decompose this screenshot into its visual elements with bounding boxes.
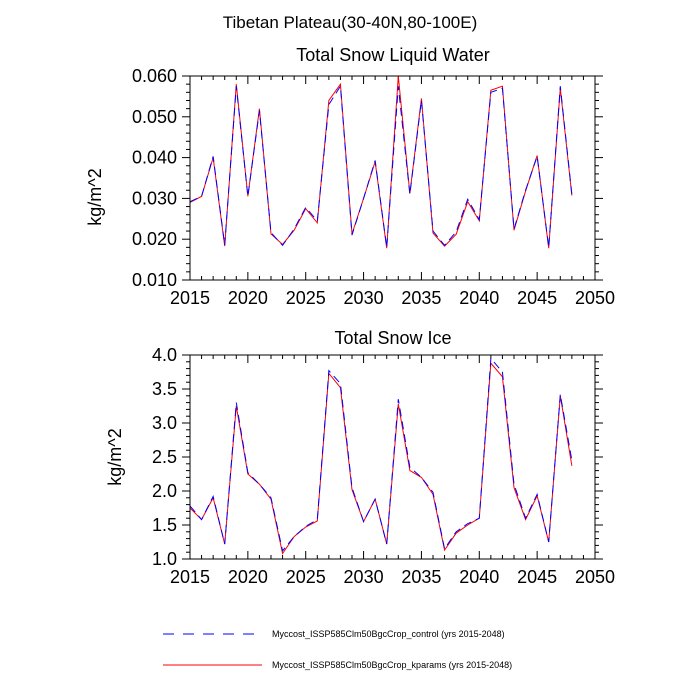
axes-ticks: 2015 2020 2025 2030 2035 2040 2045 2050 1.0 1.5 2.… <box>152 345 615 587</box>
x-tick-label: 2040 <box>459 288 499 308</box>
x-tick-label: 2040 <box>459 567 499 587</box>
y-axis-label: kg/m^2 <box>85 168 105 225</box>
plot-frame <box>189 75 596 281</box>
y-tick-label: 0.050 <box>132 107 177 127</box>
x-tick-label: 2030 <box>344 288 384 308</box>
series-lines <box>189 357 573 555</box>
x-tick-label: 2025 <box>286 288 326 308</box>
x-tick-label: 2030 <box>344 567 384 587</box>
y-tick-label: 1.0 <box>152 549 177 569</box>
panel-title: Total Snow Liquid Water <box>296 45 489 65</box>
y-tick-label: 3.5 <box>152 379 177 399</box>
x-tick-label: 2035 <box>401 288 441 308</box>
x-tick-label: 2025 <box>286 567 326 587</box>
panel-snow-ice: Total Snow Ice kg/m^2 2015 2020 2025 2030 20… <box>105 328 615 587</box>
series-line-control <box>189 357 573 552</box>
x-tick-label: 2015 <box>170 567 210 587</box>
axes-ticks: 2015 2020 2025 2030 2035 2040 2045 2050 0.010 0.0… <box>132 66 615 308</box>
legend-label-control: Myccost_ISSP585Clm50BgcCrop_control (yrs… <box>272 629 505 639</box>
legend-label-kparams: Myccost_ISSP585Clm50BgcCrop_kparams (yrs… <box>272 660 512 670</box>
x-tick-label: 2020 <box>228 567 268 587</box>
x-tick-label: 2035 <box>401 567 441 587</box>
x-tick-label: 2045 <box>517 567 557 587</box>
series-lines <box>189 75 573 249</box>
y-tick-label: 0.020 <box>132 229 177 249</box>
panel-title: Total Snow Ice <box>334 328 451 348</box>
y-tick-label: 0.040 <box>132 148 177 168</box>
y-tick-label: 2.0 <box>152 481 177 501</box>
y-tick-label: 0.030 <box>132 188 177 208</box>
x-tick-label: 2045 <box>517 288 557 308</box>
y-tick-label: 1.5 <box>152 515 177 535</box>
y-axis-label: kg/m^2 <box>105 428 125 485</box>
plot-frame <box>189 354 596 560</box>
x-tick-label: 2020 <box>228 288 268 308</box>
series-line-control <box>189 84 573 248</box>
x-tick-label: 2050 <box>575 288 615 308</box>
series-line-kparams <box>189 361 573 555</box>
y-tick-label: 4.0 <box>152 345 177 365</box>
y-tick-label: 3.0 <box>152 413 177 433</box>
legend: Myccost_ISSP585Clm50BgcCrop_control (yrs… <box>163 629 512 670</box>
y-tick-label: 0.060 <box>132 66 177 86</box>
figure-title: Tibetan Plateau(30-40N,80-100E) <box>223 13 478 32</box>
x-tick-label: 2050 <box>575 567 615 587</box>
y-tick-label: 0.010 <box>132 270 177 290</box>
x-tick-label: 2015 <box>170 288 210 308</box>
panel-snow-liquid-water: Total Snow Liquid Water kg/m^2 2015 2020 2… <box>85 45 615 308</box>
series-line-kparams <box>189 75 573 249</box>
y-tick-label: 2.5 <box>152 447 177 467</box>
